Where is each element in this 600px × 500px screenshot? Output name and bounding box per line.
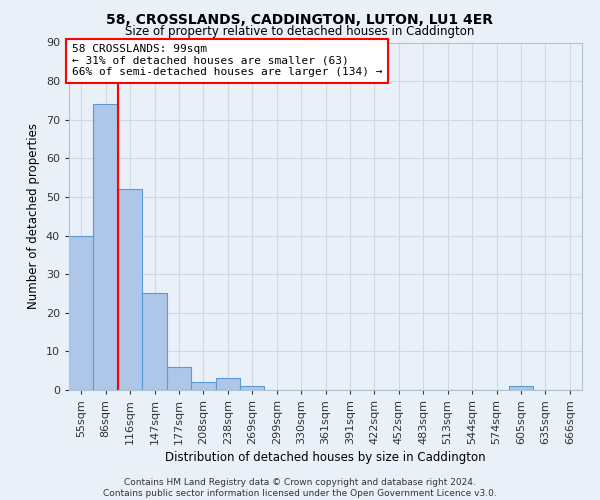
Bar xyxy=(118,189,142,390)
Bar xyxy=(240,386,265,390)
Bar xyxy=(94,104,118,390)
Text: Size of property relative to detached houses in Caddington: Size of property relative to detached ho… xyxy=(125,25,475,38)
Text: 58, CROSSLANDS, CADDINGTON, LUTON, LU1 4ER: 58, CROSSLANDS, CADDINGTON, LUTON, LU1 4… xyxy=(107,12,493,26)
Bar xyxy=(215,378,240,390)
Text: Contains HM Land Registry data © Crown copyright and database right 2024.
Contai: Contains HM Land Registry data © Crown c… xyxy=(103,478,497,498)
Text: 58 CROSSLANDS: 99sqm
← 31% of detached houses are smaller (63)
66% of semi-detac: 58 CROSSLANDS: 99sqm ← 31% of detached h… xyxy=(71,44,382,78)
Bar xyxy=(167,367,191,390)
X-axis label: Distribution of detached houses by size in Caddington: Distribution of detached houses by size … xyxy=(165,451,486,464)
Y-axis label: Number of detached properties: Number of detached properties xyxy=(27,123,40,309)
Bar xyxy=(69,236,94,390)
Bar xyxy=(509,386,533,390)
Bar xyxy=(191,382,215,390)
Bar xyxy=(142,294,167,390)
